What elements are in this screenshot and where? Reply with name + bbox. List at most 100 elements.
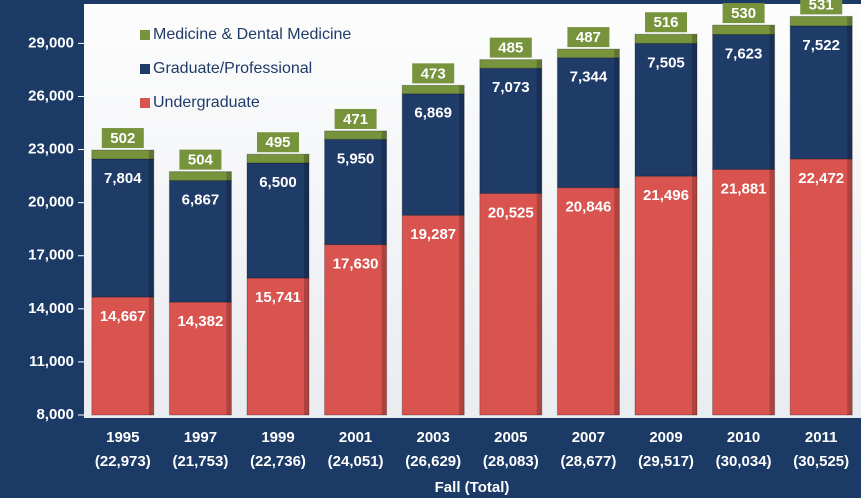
bar-segment	[789, 158, 853, 416]
data-label: 495	[265, 134, 290, 151]
bar-segment	[324, 244, 388, 416]
data-label: 7,804	[104, 170, 142, 187]
bar-segment	[479, 59, 543, 69]
bar-segment	[401, 214, 465, 416]
data-label: 502	[110, 130, 135, 147]
bar-segment	[634, 42, 698, 177]
data-label: 21,496	[643, 187, 689, 204]
bar-shade	[148, 297, 154, 415]
x-tick-total: (28,677)	[560, 453, 616, 470]
y-tick-label: 8,000	[36, 406, 74, 423]
x-tick-total: (30,034)	[716, 453, 772, 470]
bar-segment	[556, 48, 620, 59]
bar-segment	[91, 158, 155, 298]
bar-segment	[789, 25, 853, 160]
data-label: 19,287	[410, 226, 456, 243]
data-label: 6,869	[414, 105, 452, 122]
x-tick-label: 2011	[805, 429, 838, 446]
data-label: 6,867	[182, 192, 220, 209]
label-box	[101, 128, 144, 149]
bar-segment	[634, 175, 698, 416]
bar-shade	[692, 34, 697, 44]
bar-shade	[847, 158, 853, 416]
x-tick-label: 2010	[727, 429, 760, 446]
label-box	[257, 132, 299, 153]
bar-shade	[459, 215, 465, 415]
data-label: 531	[809, 0, 834, 13]
data-label: 530	[731, 5, 756, 22]
bar-segment	[401, 84, 465, 95]
legend-label: Graduate/Professional	[153, 60, 312, 77]
bar-shade	[614, 57, 620, 188]
bar-segment	[401, 93, 465, 216]
x-tick-total: (22,736)	[250, 453, 306, 470]
data-label: 20,525	[488, 204, 534, 221]
x-tick-label: 2009	[649, 429, 682, 446]
legend-label: Medicine & Dental Medicine	[153, 26, 351, 43]
bar-shade	[614, 187, 620, 415]
bar-shade	[536, 193, 542, 415]
x-tick-total: (28,083)	[483, 453, 539, 470]
y-tick-label: 11,000	[29, 353, 74, 370]
legend-label: Undergraduate	[153, 94, 260, 111]
data-label: 7,522	[802, 37, 840, 54]
x-tick-label: 1997	[184, 429, 217, 446]
bar-shade	[769, 169, 775, 415]
x-tick-label: 2005	[494, 429, 527, 446]
legend-swatch	[140, 98, 150, 108]
bar-shade	[304, 162, 309, 279]
bar-segment	[324, 138, 388, 246]
bar-shade	[304, 278, 309, 415]
data-label: 7,344	[570, 69, 608, 86]
data-label: 6,500	[259, 174, 297, 191]
data-label: 17,630	[333, 256, 379, 273]
label-box	[722, 3, 765, 24]
data-label: 485	[498, 40, 523, 57]
data-label: 14,667	[100, 308, 146, 325]
label-box	[334, 108, 377, 129]
data-label: 473	[421, 65, 446, 82]
bar-shade	[459, 93, 465, 216]
x-tick-label: 2007	[572, 429, 605, 446]
bar-shade	[148, 150, 154, 159]
bar-segment	[246, 277, 310, 416]
x-tick-label: 2003	[417, 429, 450, 446]
x-tick-total: (21,753)	[172, 453, 228, 470]
data-label: 15,741	[255, 289, 301, 306]
data-label: 22,472	[798, 170, 844, 187]
x-axis-label: Fall (Total)	[435, 479, 510, 496]
data-label: 516	[653, 14, 678, 31]
bar-segment	[712, 24, 776, 35]
bar-shade	[148, 158, 154, 298]
bar-segment	[91, 296, 155, 416]
data-label: 7,073	[492, 79, 530, 96]
bar-shade	[769, 25, 775, 35]
y-tick-label: 20,000	[28, 194, 74, 211]
label-box	[489, 37, 532, 58]
y-tick-label: 23,000	[28, 141, 74, 158]
bar-segment	[324, 130, 388, 140]
x-tick-total: (26,629)	[405, 453, 461, 470]
bar-shade	[226, 171, 232, 181]
x-tick-label: 1995	[106, 429, 139, 446]
y-tick-label: 14,000	[28, 300, 74, 317]
x-tick-total: (30,525)	[793, 453, 849, 470]
bar-shade	[459, 85, 465, 94]
bar-shade	[304, 154, 309, 163]
bar-segment	[556, 187, 620, 416]
legend-swatch	[140, 64, 150, 74]
data-label: 5,950	[337, 150, 375, 167]
x-tick-total: (29,517)	[638, 453, 694, 470]
bar-shade	[536, 59, 542, 69]
data-label: 487	[576, 29, 601, 46]
bar-shade	[381, 130, 387, 140]
bar-shade	[847, 25, 853, 159]
legend-swatch	[140, 30, 150, 40]
x-tick-label: 1999	[261, 429, 294, 446]
data-label: 20,846	[565, 199, 611, 216]
data-label: 7,623	[725, 45, 763, 62]
bar-segment	[246, 162, 310, 279]
bar-shade	[692, 43, 697, 177]
data-label: 7,505	[647, 54, 685, 71]
bar-segment	[479, 67, 543, 194]
